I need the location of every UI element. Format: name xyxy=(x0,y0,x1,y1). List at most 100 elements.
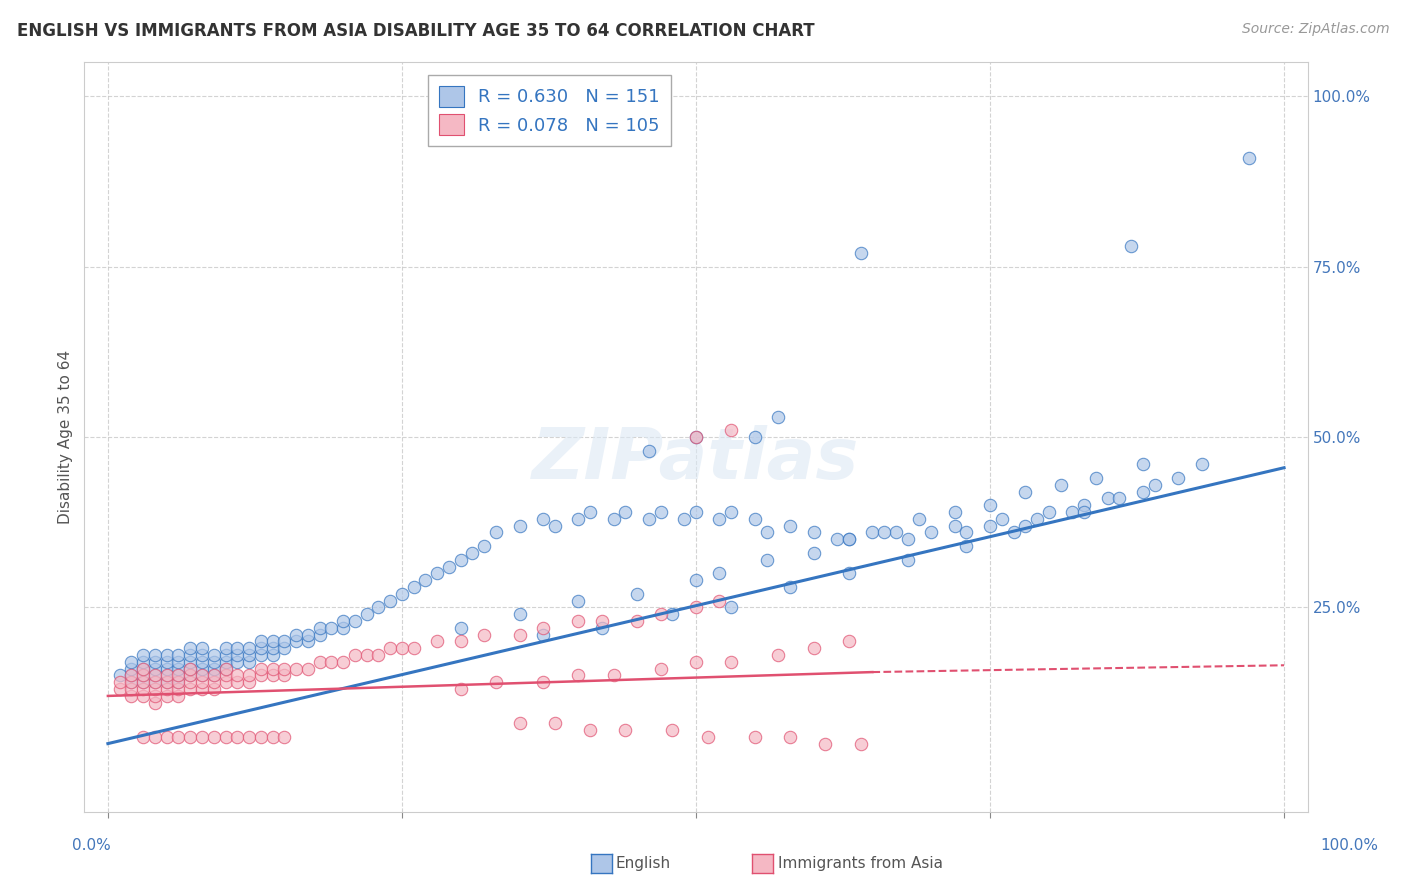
Text: ZIPatlas: ZIPatlas xyxy=(533,425,859,494)
Point xyxy=(179,668,201,682)
Point xyxy=(191,668,214,682)
Point xyxy=(120,689,142,703)
Point xyxy=(332,621,354,635)
Point xyxy=(744,730,766,744)
Point xyxy=(803,641,825,656)
Point xyxy=(143,675,166,690)
Point xyxy=(238,648,260,662)
Point xyxy=(838,566,860,581)
Point xyxy=(1026,512,1049,526)
Point xyxy=(167,675,190,690)
Point xyxy=(321,621,343,635)
Point xyxy=(591,621,613,635)
Point xyxy=(415,573,437,587)
Point xyxy=(132,730,155,744)
Point xyxy=(108,668,131,682)
Point xyxy=(179,668,201,682)
Point xyxy=(120,655,142,669)
Point xyxy=(179,648,201,662)
Point xyxy=(450,634,472,648)
Point xyxy=(108,675,131,690)
Point xyxy=(1084,471,1107,485)
Point xyxy=(262,662,284,676)
Point xyxy=(285,662,308,676)
Point xyxy=(167,689,190,703)
Point xyxy=(380,593,402,607)
Point xyxy=(1073,498,1095,512)
Point xyxy=(202,662,225,676)
Point xyxy=(720,600,742,615)
Point xyxy=(838,533,860,547)
Point xyxy=(509,607,531,622)
Point xyxy=(803,546,825,560)
Point xyxy=(143,668,166,682)
Point xyxy=(779,518,801,533)
Point xyxy=(156,675,179,690)
Point xyxy=(1014,518,1036,533)
Point xyxy=(650,607,672,622)
Point xyxy=(897,552,920,566)
Point xyxy=(673,512,696,526)
Point xyxy=(437,559,460,574)
Point xyxy=(202,648,225,662)
Point xyxy=(391,587,413,601)
Point xyxy=(191,682,214,697)
Point xyxy=(143,682,166,697)
Point xyxy=(638,512,661,526)
Point xyxy=(402,580,425,594)
Point xyxy=(273,641,295,656)
Point xyxy=(191,675,214,690)
Text: 0.0%: 0.0% xyxy=(72,838,111,853)
Point xyxy=(1108,491,1130,506)
Y-axis label: Disability Age 35 to 64: Disability Age 35 to 64 xyxy=(58,350,73,524)
Point xyxy=(249,641,271,656)
Point xyxy=(226,730,249,744)
Point xyxy=(1132,484,1154,499)
Point xyxy=(249,668,271,682)
Point xyxy=(214,648,236,662)
Point xyxy=(262,668,284,682)
Point xyxy=(531,627,554,641)
Text: Immigrants from Asia: Immigrants from Asia xyxy=(778,856,942,871)
Text: ENGLISH VS IMMIGRANTS FROM ASIA DISABILITY AGE 35 TO 64 CORRELATION CHART: ENGLISH VS IMMIGRANTS FROM ASIA DISABILI… xyxy=(17,22,814,40)
Point xyxy=(1237,151,1260,165)
Point xyxy=(332,655,354,669)
Point xyxy=(1121,239,1143,253)
Point xyxy=(943,518,966,533)
Point xyxy=(120,675,142,690)
Point xyxy=(297,627,319,641)
Point xyxy=(191,641,214,656)
Point xyxy=(143,648,166,662)
Point xyxy=(897,533,920,547)
Point xyxy=(567,668,589,682)
Point xyxy=(273,662,295,676)
Point xyxy=(579,505,602,519)
Point xyxy=(202,675,225,690)
Point xyxy=(709,566,731,581)
Point xyxy=(226,648,249,662)
Point xyxy=(626,614,648,628)
Point xyxy=(143,668,166,682)
Point xyxy=(391,641,413,656)
Point xyxy=(744,430,766,444)
Point xyxy=(202,668,225,682)
Point xyxy=(472,539,495,553)
Point xyxy=(191,668,214,682)
Point xyxy=(120,682,142,697)
Point xyxy=(132,668,155,682)
Point xyxy=(143,689,166,703)
Point xyxy=(1049,477,1071,491)
Point xyxy=(544,716,567,731)
Point xyxy=(356,607,378,622)
Point xyxy=(179,675,201,690)
Point xyxy=(191,655,214,669)
Point xyxy=(132,682,155,697)
Point xyxy=(709,512,731,526)
Point xyxy=(308,627,330,641)
Point xyxy=(1002,525,1025,540)
Point xyxy=(214,668,236,682)
Point xyxy=(908,512,931,526)
Point xyxy=(779,730,801,744)
Point xyxy=(450,621,472,635)
Point xyxy=(262,634,284,648)
